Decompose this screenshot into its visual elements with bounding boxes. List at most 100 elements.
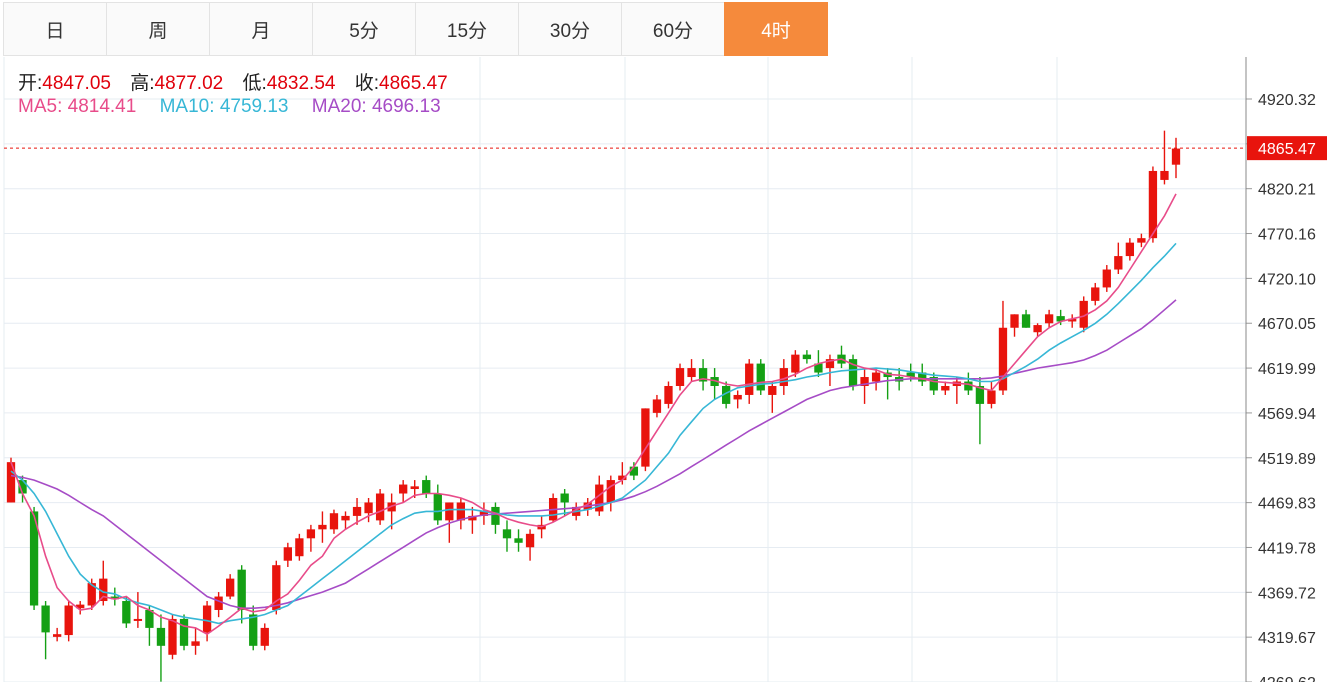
candle-body [987,390,996,404]
candle-body [687,368,696,378]
candle-body [629,466,639,476]
y-tick-label: 4519.89 [1258,451,1316,468]
ma5-value: 4814.41 [67,96,137,117]
ma20-label: MA20: [311,96,367,117]
y-tick-label: 4770.16 [1258,227,1316,244]
tab-1[interactable]: 日 [3,2,107,56]
candle-body [975,385,985,404]
tab-2[interactable]: 周 [106,2,210,56]
candle-body [998,327,1008,391]
candle-body [721,385,731,404]
y-tick-label: 4319.67 [1258,630,1316,647]
candle-body [929,377,938,391]
candle-body [295,538,304,557]
candle-body [87,583,96,606]
candle-body [1137,238,1146,243]
candle-body [214,596,223,610]
y-tick-label: 4670.05 [1258,316,1316,333]
y-tick-label: 4720.10 [1258,271,1316,288]
candle-body [1171,148,1181,165]
candle-body [64,605,73,636]
candle-body [433,493,442,521]
candle-body [1021,314,1031,328]
candle-body [1114,256,1123,270]
candle-body [502,529,512,539]
candle-body [29,511,39,606]
ma20-readout: MA20: 4696.13 [312,96,441,117]
y-tick-label: 4469.83 [1258,496,1316,513]
candle-body [156,627,166,646]
ma10-label: MA10: [159,96,215,117]
candle-body [848,359,858,386]
candle-body [606,480,615,503]
candle-body [1056,316,1065,322]
candle-body [1033,325,1042,333]
candle-body [756,363,765,391]
candle-body [41,605,50,633]
candle-body [445,502,454,521]
candle-body [941,385,950,391]
candle-body [122,601,131,624]
ma5-label: MA5: [18,96,63,117]
ohlc-readout: 开:4847.05 高:4877.02 低:4832.54 收:4865.47 [18,68,462,95]
y-tick-label: 4419.78 [1258,540,1316,557]
ma10-readout: MA10: 4759.13 [160,96,289,117]
candle-body [1148,170,1158,239]
close-value: 4865.47 [379,73,448,94]
candle-body [76,604,85,609]
current-price-label: 4865.47 [1258,141,1316,158]
tab-5[interactable]: 15分 [415,2,519,56]
candle-body [399,484,408,494]
open-label: 开: [18,73,43,94]
candle-body [745,363,754,395]
candle-body [18,480,27,494]
candle-body [906,372,915,378]
candle-body [202,605,212,633]
candle-body [860,377,869,386]
ma-readout: MA5: 4814.41 MA10: 4759.13 MA20: 4696.13 [18,96,441,118]
candle-body [133,618,143,621]
high-label: 高: [130,73,155,94]
candle-body [272,565,281,610]
candle-body [6,462,16,503]
ma20-value: 4696.13 [371,96,441,117]
candle-body [664,385,673,404]
tab-7[interactable]: 60分 [621,2,725,56]
low-value: 4832.54 [266,73,336,94]
candle-body [641,408,650,467]
tab-8[interactable]: 4时 [724,2,828,56]
y-tick-label: 4369.72 [1258,585,1316,602]
candle-body [329,513,339,530]
candle-body [110,596,119,600]
tab-6[interactable]: 30分 [518,2,622,56]
candle-body [595,484,604,512]
candle-body [825,359,835,369]
candle-body [318,524,327,530]
low-label: 低: [242,73,267,94]
candle-body [456,502,466,521]
candle-body [1044,314,1054,324]
candle-body [352,506,362,516]
tab-3[interactable]: 月 [209,2,313,56]
ma10-value: 4759.13 [219,96,289,117]
candle-body [1160,170,1169,180]
candle-body [698,368,708,382]
y-tick-label: 4269.62 [1258,675,1316,682]
candle-body [525,533,535,548]
timeframe-tabs: 日周月 5分 15分 30分 60分 4时 [3,2,828,56]
candle-body [479,511,489,516]
candle-body [1010,314,1019,328]
candle-body [1102,269,1111,288]
candle-body [1091,287,1100,301]
candle-body [710,377,719,386]
candle-body [191,641,200,646]
candle-body [560,493,569,503]
tab-4[interactable]: 5分 [312,2,416,56]
ma20-line [10,299,1177,610]
candle-body [375,493,385,521]
y-tick-label: 4569.94 [1258,406,1316,423]
candle-body [918,372,927,382]
candle-body [249,614,258,646]
candle-body [99,578,108,602]
